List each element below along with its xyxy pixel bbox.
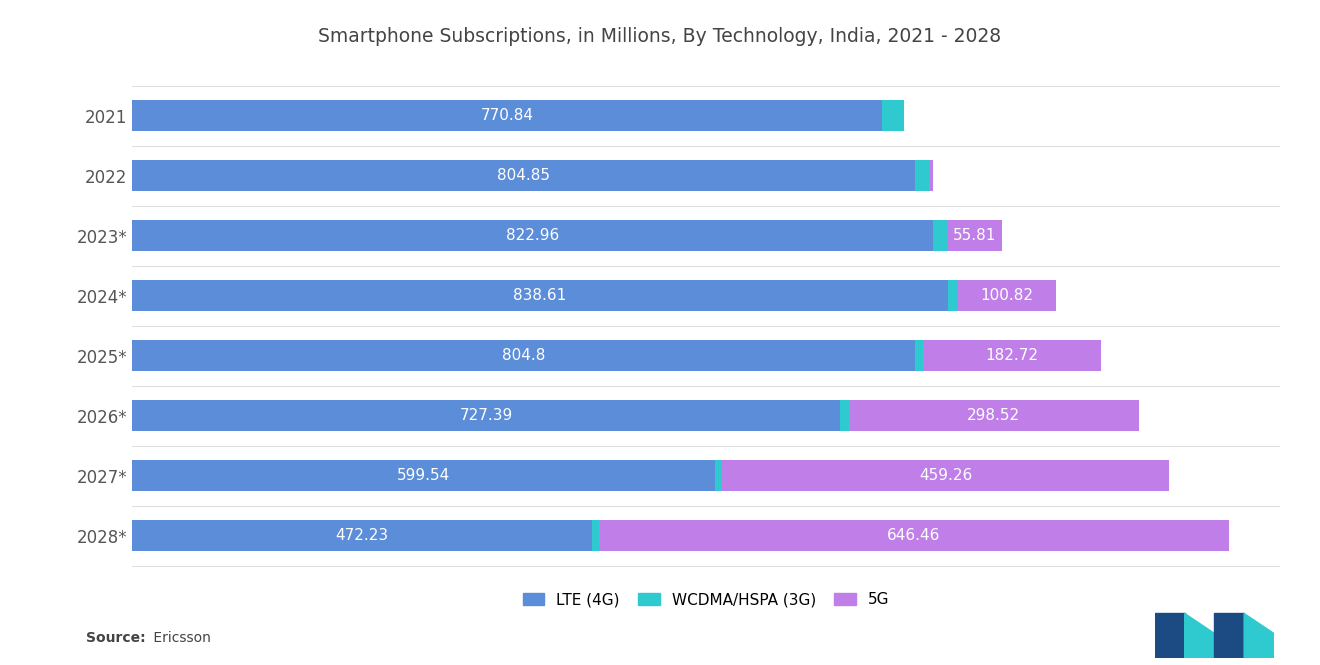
Bar (715, 460, 722, 491)
Text: 770.84: 770.84 (480, 108, 533, 123)
Bar (132, 100, 882, 132)
Text: 804.8: 804.8 (502, 348, 545, 363)
Text: 100.82: 100.82 (981, 289, 1034, 303)
Bar (958, 280, 1056, 311)
Text: 459.26: 459.26 (919, 468, 973, 483)
Bar (132, 280, 948, 311)
Polygon shape (1214, 613, 1243, 658)
Bar (132, 340, 915, 372)
Bar (840, 400, 849, 432)
Polygon shape (1243, 613, 1274, 658)
Bar (132, 220, 933, 251)
Bar (948, 280, 958, 311)
Text: Source:: Source: (86, 631, 145, 645)
Text: 804.85: 804.85 (498, 168, 550, 184)
Text: 727.39: 727.39 (459, 408, 512, 424)
Text: Ericsson: Ericsson (149, 631, 211, 645)
Bar (933, 220, 948, 251)
Bar (132, 460, 715, 491)
Polygon shape (1155, 613, 1185, 658)
Text: Smartphone Subscriptions, in Millions, By Technology, India, 2021 - 2028: Smartphone Subscriptions, in Millions, B… (318, 27, 1002, 46)
Bar (948, 220, 1002, 251)
Bar (882, 100, 904, 132)
Text: 472.23: 472.23 (335, 529, 388, 543)
Bar (599, 520, 1229, 551)
Bar (722, 460, 1170, 491)
Text: 599.54: 599.54 (397, 468, 450, 483)
Text: 646.46: 646.46 (887, 529, 941, 543)
Bar (849, 400, 1139, 432)
Bar (132, 520, 591, 551)
Bar (132, 160, 915, 192)
Bar (915, 340, 923, 372)
Text: 182.72: 182.72 (986, 348, 1039, 363)
Polygon shape (1185, 613, 1214, 658)
Bar (929, 160, 933, 192)
Bar (132, 400, 840, 432)
Text: 822.96: 822.96 (506, 228, 560, 243)
Legend: LTE (4G), WCDMA/HSPA (3G), 5G: LTE (4G), WCDMA/HSPA (3G), 5G (516, 587, 896, 614)
Text: 838.61: 838.61 (513, 289, 566, 303)
Text: 55.81: 55.81 (953, 228, 997, 243)
Bar (915, 160, 929, 192)
Bar (591, 520, 599, 551)
Text: 298.52: 298.52 (968, 408, 1020, 424)
Bar (923, 340, 1101, 372)
